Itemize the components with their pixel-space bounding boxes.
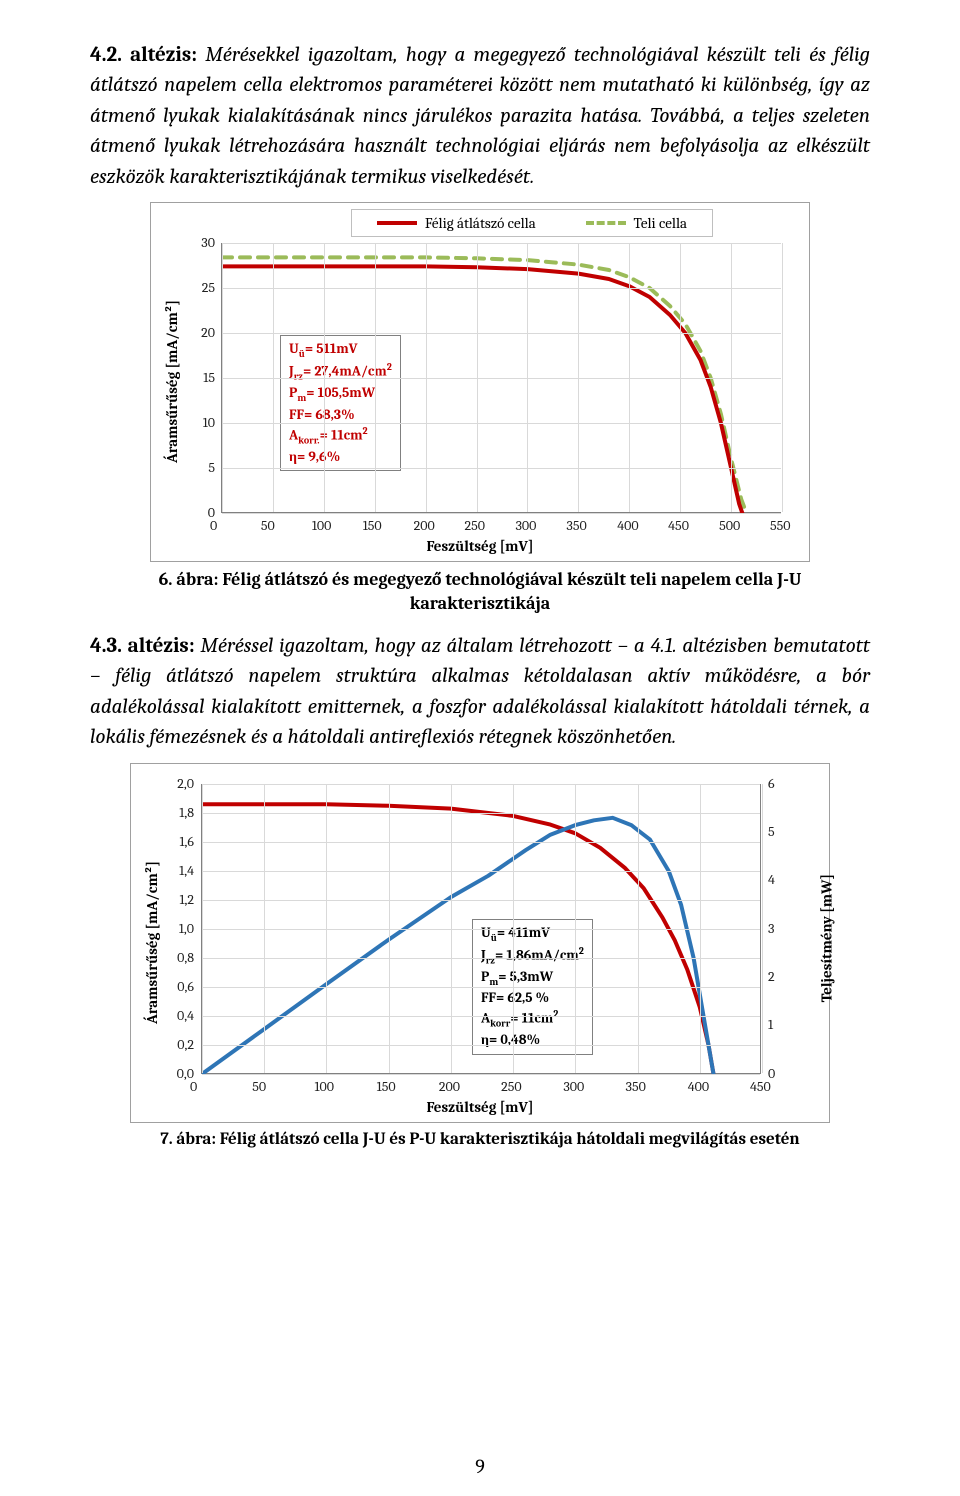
thesis-4-2-text: 4.2. altézis: Mérésekkel igazoltam, hogy… bbox=[90, 40, 870, 192]
fig6-ylabel: Áramsűrűség [mA/cm²] bbox=[163, 300, 181, 463]
figure-6: Félig átlátszó cella Teli cella Áramsűrű… bbox=[150, 202, 810, 562]
thesis-4-3-text: 4.3. altézis: Méréssel igazoltam, hogy a… bbox=[90, 631, 870, 753]
legend-swatch-dash bbox=[586, 221, 626, 225]
legend-label-solid: Félig átlátszó cella bbox=[425, 214, 536, 232]
fig7-plot-area: Uü= 411mVJrz= 1,86mA/cm2Pm= 5,3mWFF= 62,… bbox=[201, 784, 761, 1074]
fig6-legend: Félig átlátszó cella Teli cella bbox=[351, 209, 713, 237]
fig7-xlabel: Feszültség [mV] bbox=[131, 1098, 829, 1116]
fig6-param-box: Uü= 511mVJrz= 27,4mA/cm2Pm= 105,5mWFF= 6… bbox=[280, 335, 401, 471]
fig6-xlabel: Feszültség [mV] bbox=[151, 537, 809, 555]
fig7-ylabel-right: Teljesítmény [mW] bbox=[817, 874, 835, 1002]
figure-6-caption: 6. ábra: Félig átlátszó és megegyező tec… bbox=[90, 568, 870, 615]
fig7-ylabel-left: Áramsűrűség [mA/cm²] bbox=[143, 861, 161, 1024]
legend-label-dash: Teli cella bbox=[634, 214, 688, 232]
figure-7: Áramsűrűség [mA/cm²] Teljesítmény [mW] F… bbox=[130, 763, 830, 1123]
figure-7-caption: 7. ábra: Félig átlátszó cella J-U és P-U… bbox=[90, 1129, 870, 1151]
legend-swatch-solid bbox=[377, 221, 417, 225]
fig6-plot-area: Uü= 511mVJrz= 27,4mA/cm2Pm= 105,5mWFF= 6… bbox=[221, 243, 781, 513]
page-number: 9 bbox=[0, 1455, 960, 1478]
